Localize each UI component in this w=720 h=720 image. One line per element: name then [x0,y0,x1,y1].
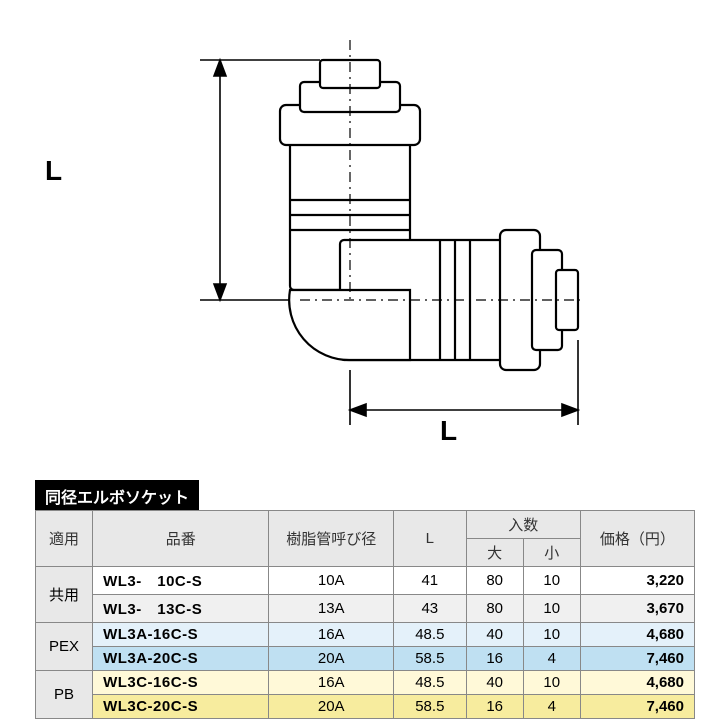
qty-small: 10 [523,567,580,595]
col-price: 価格（円） [580,511,694,567]
qty-large: 40 [466,623,523,647]
table-row: 共用WL3- 10C-S10A4180103,220 [36,567,695,595]
pipe-dia: 20A [269,695,394,719]
dim-label-L-horizontal: L [440,415,457,447]
L-value: 41 [394,567,467,595]
col-qty: 入数 [466,511,580,539]
table-body: 共用WL3- 10C-S10A4180103,220WL3- 13C-S13A4… [36,567,695,719]
price: 7,460 [580,695,694,719]
col-pipedia: 樹脂管呼び径 [269,511,394,567]
price: 3,670 [580,595,694,623]
partno: WL3A-16C-S [93,623,269,647]
group-label: 共用 [36,567,93,623]
qty-small: 10 [523,671,580,695]
col-L: L [394,511,467,567]
pipe-dia: 16A [269,623,394,647]
partno: WL3C-16C-S [93,671,269,695]
col-qty-small: 小 [523,539,580,567]
price: 7,460 [580,647,694,671]
col-qty-large: 大 [466,539,523,567]
qty-large: 80 [466,595,523,623]
table-row: PEXWL3A-16C-S16A48.540104,680 [36,623,695,647]
elbow-diagram: L L [140,40,580,440]
L-value: 48.5 [394,671,467,695]
qty-large: 80 [466,567,523,595]
L-value: 43 [394,595,467,623]
price: 4,680 [580,623,694,647]
table-row: WL3- 13C-S13A4380103,670 [36,595,695,623]
group-label: PB [36,671,93,719]
spec-table: 適用 品番 樹脂管呼び径 L 入数 価格（円） 大 小 共用WL3- 10C-S… [35,510,695,719]
pipe-dia: 13A [269,595,394,623]
qty-small: 4 [523,647,580,671]
elbow-svg [140,40,580,440]
L-value: 48.5 [394,623,467,647]
group-label: PEX [36,623,93,671]
qty-large: 16 [466,647,523,671]
table-row: WL3A-20C-S20A58.51647,460 [36,647,695,671]
pipe-dia: 10A [269,567,394,595]
partno: WL3- 13C-S [93,595,269,623]
pipe-dia: 16A [269,671,394,695]
L-value: 58.5 [394,647,467,671]
partno: WL3C-20C-S [93,695,269,719]
qty-small: 4 [523,695,580,719]
qty-large: 16 [466,695,523,719]
dim-label-L-vertical: L [45,155,62,187]
table-row: WL3C-20C-S20A58.51647,460 [36,695,695,719]
price: 4,680 [580,671,694,695]
table-title: 同径エルボソケット [35,480,199,512]
pipe-dia: 20A [269,647,394,671]
qty-small: 10 [523,595,580,623]
qty-large: 40 [466,671,523,695]
col-partno: 品番 [93,511,269,567]
table-header: 適用 品番 樹脂管呼び径 L 入数 価格（円） 大 小 [36,511,695,567]
qty-small: 10 [523,623,580,647]
L-value: 58.5 [394,695,467,719]
table-row: PBWL3C-16C-S16A48.540104,680 [36,671,695,695]
partno: WL3- 10C-S [93,567,269,595]
col-application: 適用 [36,511,93,567]
partno: WL3A-20C-S [93,647,269,671]
price: 3,220 [580,567,694,595]
